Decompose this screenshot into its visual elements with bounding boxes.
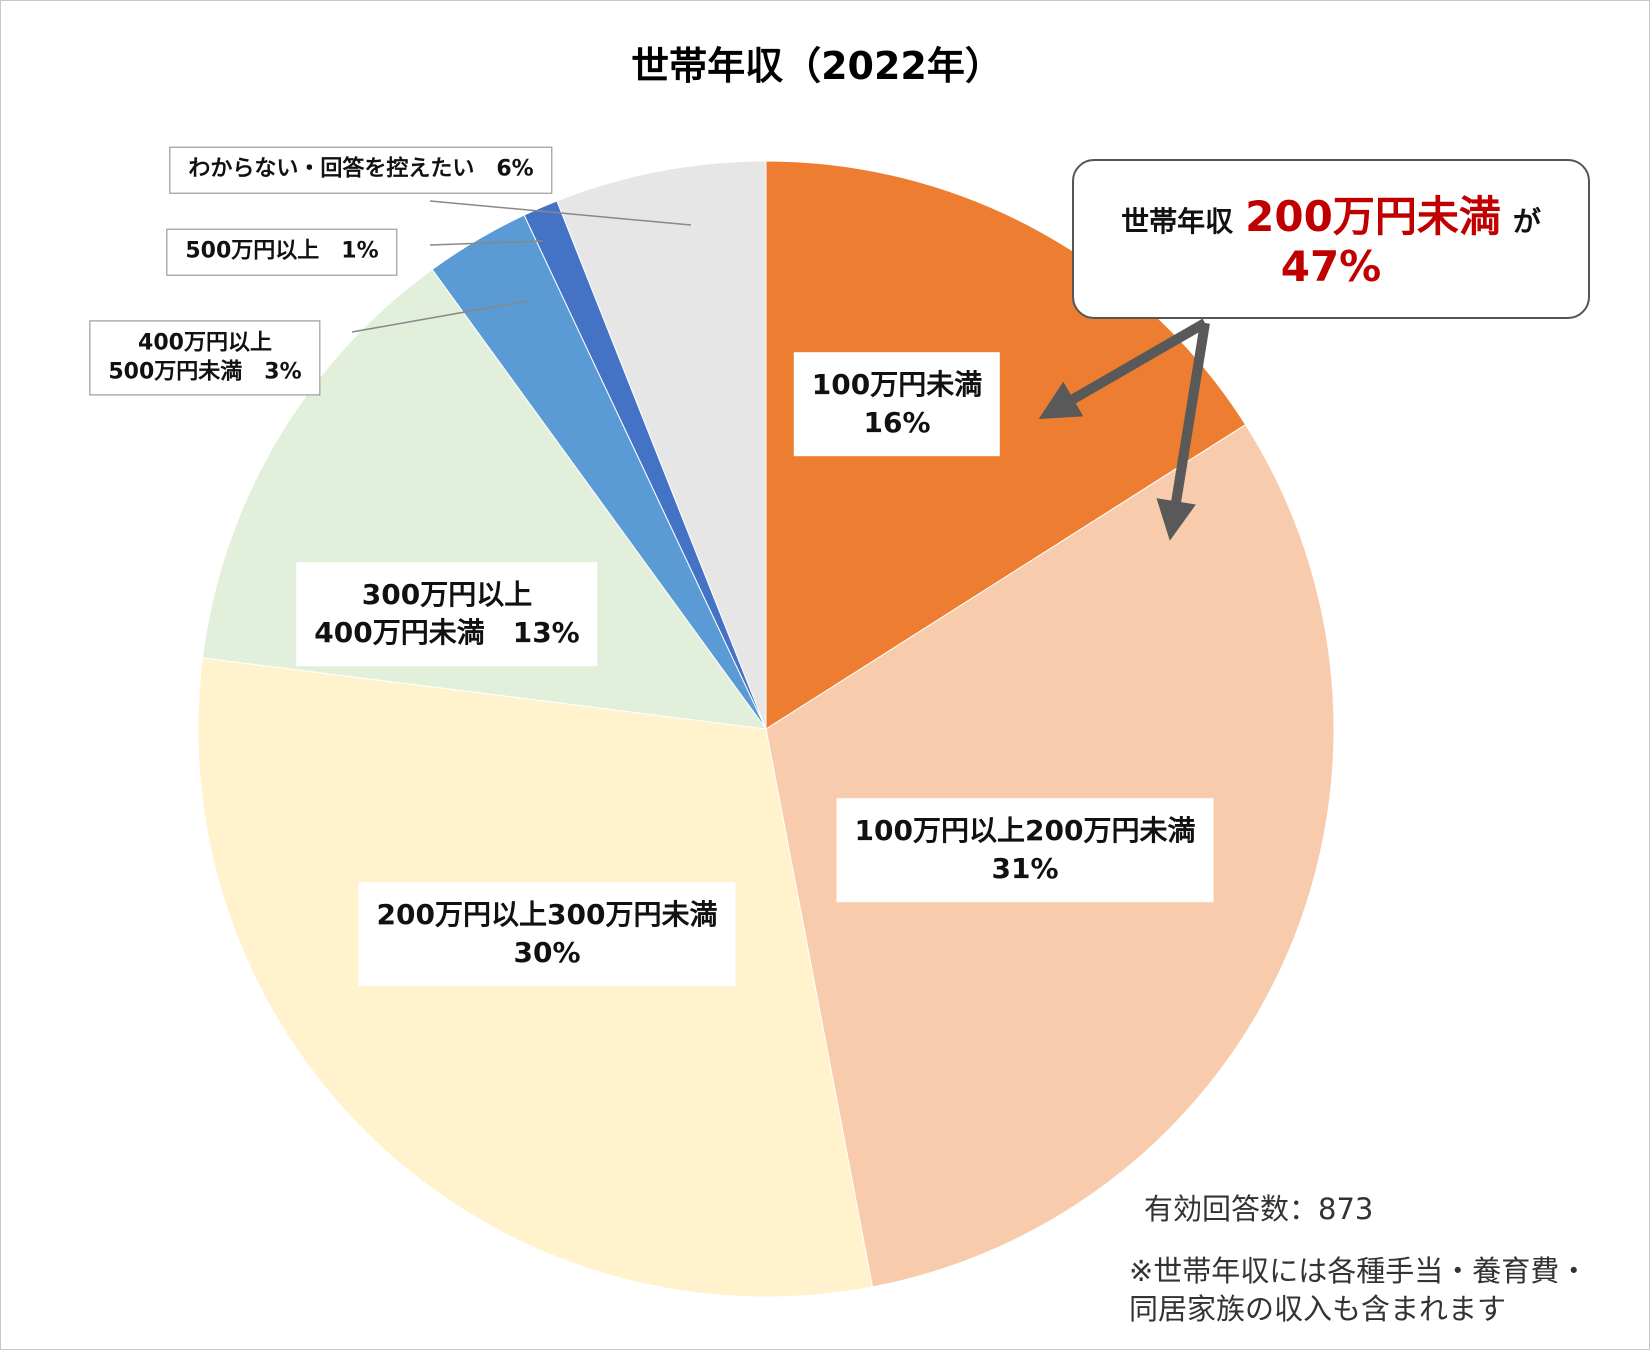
callout-arrow: [1038, 318, 1208, 419]
pie-slice: [556, 160, 767, 730]
value-label: 30%: [513, 936, 581, 969]
data-label: 300万円以上 400万円未満 13%: [296, 562, 598, 666]
callout-arrow: [1156, 322, 1210, 541]
category-name: 200万円以上300万円未満: [376, 898, 718, 932]
category-name: 400万円以上 500万円未満: [108, 330, 272, 384]
category-name: 500万円以上: [185, 238, 320, 264]
data-label: 400万円以上 500万円未満 3%: [89, 320, 321, 396]
callout-prefix: 世帯年収: [1121, 205, 1234, 238]
value-label: 16%: [863, 406, 931, 439]
value-label: 1%: [341, 238, 379, 264]
note: 有効回答数：873: [1144, 1192, 1374, 1226]
data-label: 500万円以上 1%: [166, 228, 398, 276]
category-name: 100万円未満: [811, 368, 983, 402]
value-label: 3%: [264, 359, 302, 384]
leader-line: [429, 200, 692, 226]
chart-title: 世帯年収（2022年）: [631, 44, 1003, 88]
callout-suffix: が: [1512, 205, 1541, 238]
callout-value: 47%: [1280, 242, 1382, 291]
data-label: 100万円未満 16%: [793, 352, 1001, 456]
value-label: 13%: [512, 616, 580, 649]
footnote: ※世帯年収には各種手当・養育費・ 同居家族の収入も含まれます: [1129, 1254, 1589, 1326]
value-label: 31%: [991, 852, 1059, 885]
callout-highlight: 200万円未満: [1245, 192, 1501, 241]
value-label: 6%: [496, 156, 534, 182]
category-name: わからない・回答を控えたい: [188, 156, 475, 182]
category-name: 100万円以上200万円未満: [854, 814, 1196, 848]
data-label: 100万円以上200万円未満 31%: [836, 798, 1214, 902]
data-label: 200万円以上300万円未満 30%: [358, 882, 736, 986]
data-label: わからない・回答を控えたい 6%: [169, 146, 553, 194]
leader-line: [351, 300, 528, 333]
leader-line: [429, 240, 544, 246]
category-name: 300万円以上 400万円未満: [314, 578, 533, 649]
callout: 世帯年収 200万円未満が 47%: [1072, 159, 1590, 319]
